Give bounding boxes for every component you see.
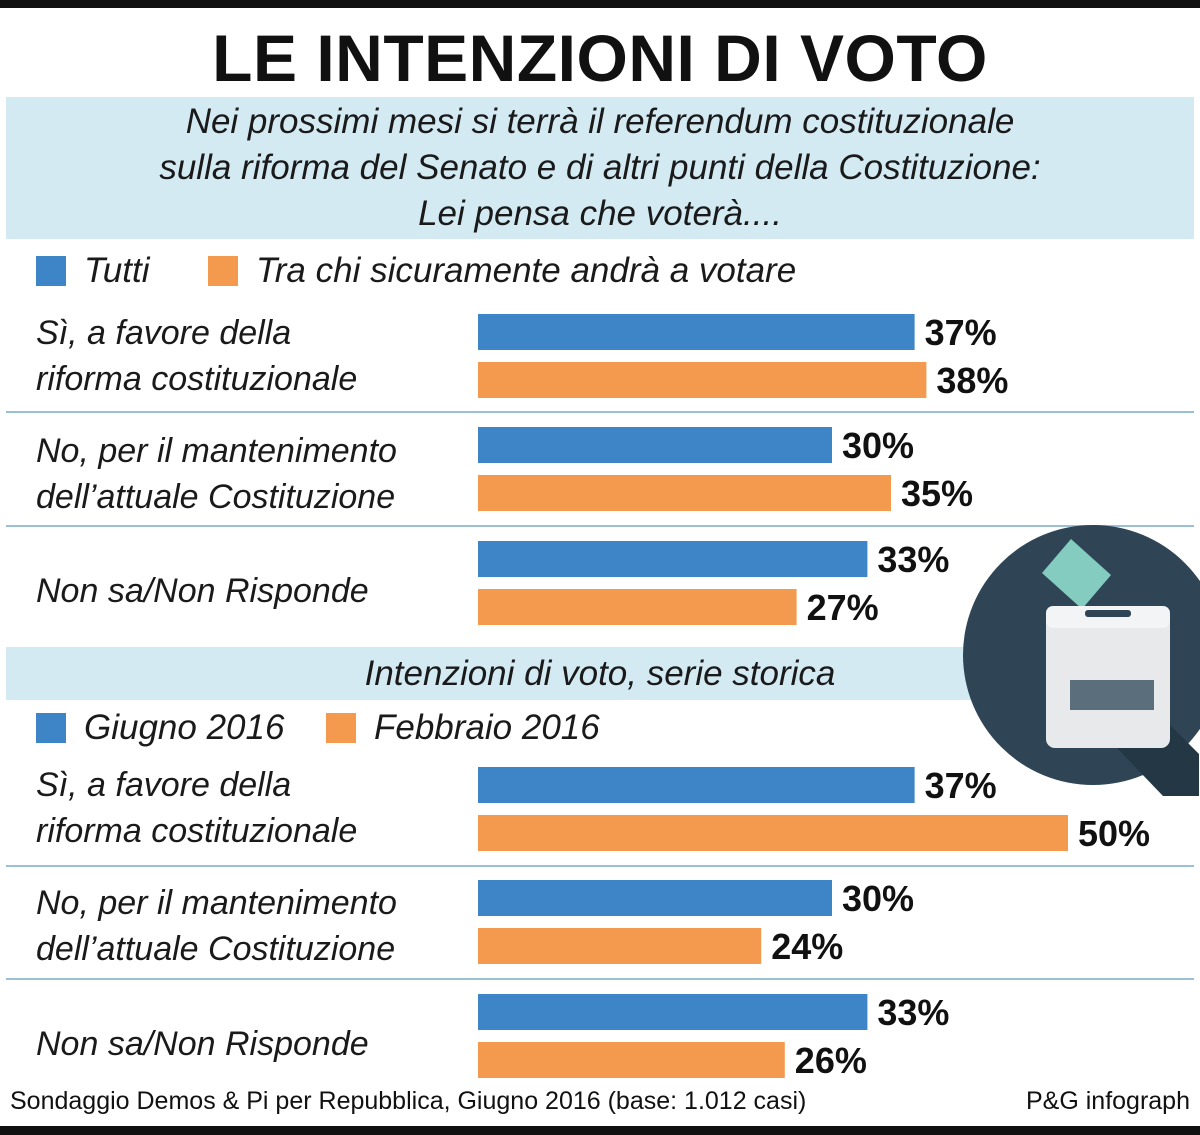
legend-item-giugno: Giugno 2016	[36, 708, 284, 748]
legend-swatch-orange	[326, 713, 356, 743]
bar-value-label: 26%	[795, 1040, 867, 1081]
category-label: Sì, a favore della riforma costituzional…	[36, 310, 476, 402]
page-title: LE INTENZIONI DI VOTO	[212, 21, 988, 95]
legend-item-votanti: Tra chi sicuramente andrà a votare	[208, 251, 796, 291]
category-label: Non sa/Non Risponde	[36, 568, 476, 614]
category-label-line: Sì, a favore della	[36, 314, 292, 352]
category-label: No, per il mantenimento dell’attuale Cos…	[36, 880, 476, 972]
bar-value-label: 38%	[936, 360, 1008, 401]
category-label: No, per il mantenimento dell’attuale Cos…	[36, 428, 476, 520]
ballot-box-icon	[963, 514, 1200, 796]
bar-value-label: 27%	[807, 587, 879, 628]
bar	[478, 880, 832, 916]
bar	[478, 314, 915, 350]
legend-label-tutti: Tutti	[84, 251, 150, 290]
row-divider	[6, 865, 1194, 867]
category-label-line: Sì, a favore della	[36, 766, 292, 804]
bar-value-label: 30%	[842, 425, 914, 466]
bar	[478, 928, 762, 964]
category-label: Non sa/Non Risponde	[36, 1021, 476, 1067]
question-box: Nei prossimi mesi si terrà il referendum…	[6, 97, 1194, 239]
bar	[478, 767, 915, 803]
category-label-line: dell’attuale Costituzione	[36, 930, 396, 968]
bottom-rule	[0, 1126, 1200, 1135]
legend-label-giugno: Giugno 2016	[84, 708, 285, 747]
legend-item-tutti: Tutti	[36, 251, 149, 291]
bar	[478, 427, 832, 463]
row-divider	[6, 525, 1194, 527]
bar-value-label: 30%	[842, 878, 914, 919]
legend-label-febbraio: Febbraio 2016	[374, 708, 600, 747]
top-rule	[0, 0, 1200, 8]
question-line-1: Nei prossimi mesi si terrà il referendum…	[185, 102, 1015, 141]
question-line-3: Lei pensa che voterà....	[418, 194, 782, 233]
category-label: Sì, a favore della riforma costituzional…	[36, 762, 476, 854]
category-label-line: riforma costituzionale	[36, 360, 358, 398]
bar-value-label: 50%	[1078, 813, 1150, 854]
credit-note: P&G infograph	[1026, 1087, 1190, 1115]
series-heading: Intenzioni di voto, serie storica	[364, 653, 836, 693]
bar	[478, 541, 868, 577]
bar	[478, 994, 868, 1030]
bar	[478, 589, 797, 625]
category-label-line: riforma costituzionale	[36, 812, 358, 850]
source-note: Sondaggio Demos & Pi per Repubblica, Giu…	[10, 1087, 807, 1115]
legend-swatch-blue	[36, 256, 66, 286]
category-label-line: dell’attuale Costituzione	[36, 478, 396, 516]
legend-item-febbraio: Febbraio 2016	[326, 708, 600, 748]
bar	[478, 815, 1068, 851]
category-label-line: Non sa/Non Risponde	[36, 572, 369, 610]
category-label-line: No, per il mantenimento	[36, 884, 397, 922]
legend-swatch-orange	[208, 256, 238, 286]
bar	[478, 362, 927, 398]
bar	[478, 1042, 785, 1078]
category-label-line: Non sa/Non Risponde	[36, 1025, 369, 1063]
bar-value-label: 33%	[877, 992, 949, 1033]
bar-value-label: 24%	[771, 926, 843, 967]
question-line-2: sulla riforma del Senato e di altri punt…	[159, 148, 1041, 187]
bar-value-label: 37%	[925, 765, 997, 806]
bar-value-label: 33%	[877, 539, 949, 580]
bar	[478, 475, 891, 511]
category-label-line: No, per il mantenimento	[36, 432, 397, 470]
legend-swatch-blue	[36, 713, 66, 743]
row-divider	[6, 411, 1194, 413]
row-divider	[6, 978, 1194, 980]
bar-value-label: 35%	[901, 473, 973, 514]
legend-label-votanti: Tra chi sicuramente andrà a votare	[256, 251, 797, 290]
bar-value-label: 37%	[925, 312, 997, 353]
